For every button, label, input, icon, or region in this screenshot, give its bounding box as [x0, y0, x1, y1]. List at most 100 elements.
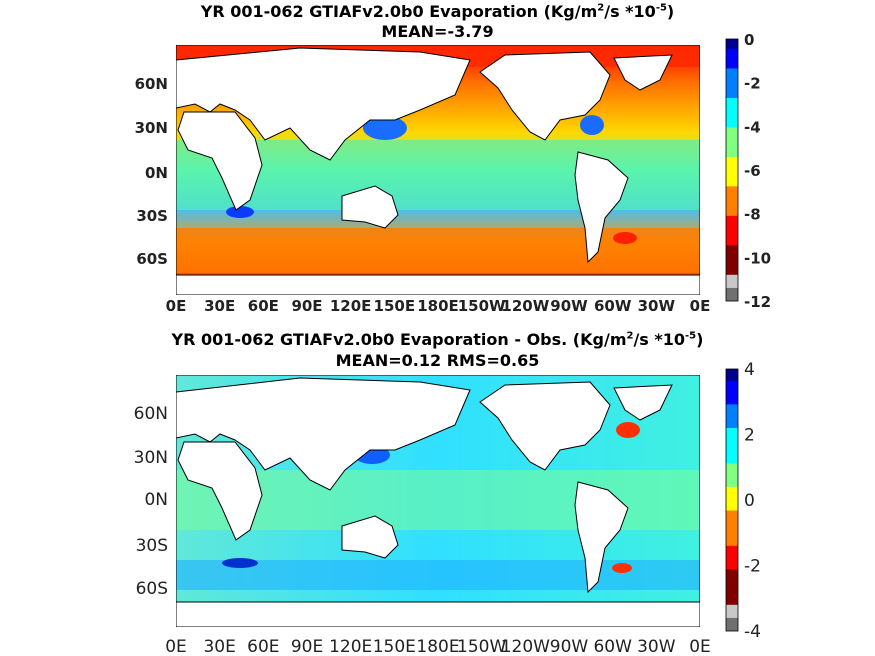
colorbar-segment — [726, 427, 738, 441]
colorbar-tick: 0 — [744, 31, 754, 49]
colorbar-tick: -6 — [744, 162, 761, 180]
map2-xtick: 60W — [593, 637, 632, 656]
colorbar-segment — [726, 48, 738, 60]
colorbar-tick: -12 — [744, 293, 771, 311]
map1-title-sup1: 2 — [597, 2, 605, 14]
map1-xtick: 120E — [330, 297, 372, 315]
map1-xtick: 180E — [417, 297, 459, 315]
colorbar-segment — [726, 166, 738, 178]
map2-title-mid: /s *10 — [633, 330, 686, 349]
map1-agulhas — [226, 206, 254, 218]
map1-xtick: 90E — [291, 297, 322, 315]
map2-xtick: 60E — [247, 637, 279, 656]
colorbar-gray-low — [726, 274, 738, 288]
map1-ytick: 0N — [145, 164, 168, 182]
colorbar-gray-lowest — [726, 287, 738, 301]
map2-ytick: 60S — [136, 579, 168, 599]
colorbar-segment — [726, 97, 738, 109]
colorbar-1: 0 -2 -4 -6 -8 -10 -12 — [725, 31, 771, 311]
colorbar-segment — [726, 369, 738, 382]
colorbar-segment — [726, 186, 738, 197]
map1-ytick: 60S — [136, 250, 168, 268]
map1-title-end: ) — [666, 2, 675, 21]
map1-land — [176, 47, 700, 295]
map2-title: YR 001-062 GTIAFv2.0b0 Evaporation - Obs… — [0, 330, 875, 349]
map2-xtick: 0E — [689, 637, 711, 656]
colorbar-tick: 0 — [744, 491, 755, 511]
colorbar-tick: -2 — [744, 557, 761, 577]
colorbar-tick: -4 — [744, 622, 761, 642]
map2-agulhas — [222, 558, 258, 568]
colorbar-segment — [726, 392, 738, 405]
colorbar-segment — [726, 581, 738, 594]
map2-gulfstream — [616, 422, 640, 438]
colorbar-segment — [726, 522, 738, 535]
colorbar-segment — [726, 534, 738, 547]
map1-title-mid: /s *10 — [604, 2, 656, 21]
colorbar-tick: 2 — [744, 426, 755, 446]
colorbar-frame — [725, 38, 739, 302]
colorbar-segment — [726, 78, 738, 89]
map1-xtick: 0E — [166, 297, 187, 315]
map1-xtick: 60W — [594, 297, 632, 315]
map1-xtick: 120W — [501, 297, 549, 315]
map2-xtick: 90E — [291, 637, 323, 656]
colorbar-segment — [726, 416, 738, 429]
colorbar-segment — [726, 557, 738, 570]
colorbar-segment — [726, 255, 738, 266]
map1-xtick: 150E — [374, 297, 416, 315]
colorbar-tick: -8 — [744, 206, 761, 224]
map2-xtick: 150E — [373, 637, 416, 656]
colorbar-segment — [726, 569, 738, 582]
map1-ytick: 60N — [135, 75, 168, 93]
map2-title-end: ) — [696, 330, 704, 349]
colorbar-segment — [726, 463, 738, 476]
map2-xtick: 30W — [637, 637, 676, 656]
colorbar-segment — [726, 451, 738, 464]
map1-gulfstream — [580, 115, 604, 135]
colorbar-segment — [726, 39, 738, 50]
map2-xtick: 150W — [457, 637, 506, 656]
map1 — [176, 45, 700, 295]
colorbar-gray-lowest — [726, 617, 738, 631]
colorbar-segment — [726, 475, 738, 488]
map1-title: YR 001-062 GTIAFv2.0b0 Evaporation (Kg/m… — [0, 2, 875, 21]
colorbar-segment — [726, 88, 738, 99]
map2-xtick: 120W — [501, 637, 550, 656]
colorbar-segment — [726, 176, 738, 187]
map2-title-sup2: -5 — [685, 330, 697, 342]
map1-kuroshio — [363, 116, 407, 140]
colorbar-segment — [726, 68, 738, 79]
colorbar-tick: -10 — [744, 249, 771, 267]
map1-southern-band — [176, 228, 700, 273]
colorbar-tick: -2 — [744, 75, 761, 93]
colorbar-segment — [726, 58, 738, 69]
colorbar-segment — [726, 510, 738, 523]
colorbar-segment — [726, 127, 738, 138]
map1-ytick: 30S — [136, 207, 168, 225]
map2-ytick: 30N — [134, 448, 168, 468]
colorbar-segment — [726, 593, 738, 606]
map1-ytick: 30N — [135, 119, 168, 137]
map2-ytick: 30S — [136, 536, 168, 556]
map1-xtick: 30E — [204, 297, 235, 315]
map2-land — [176, 377, 700, 627]
colorbar-segment — [726, 498, 738, 511]
map1-title-sup2: -5 — [655, 2, 667, 14]
colorbar-gray-low — [726, 604, 738, 618]
map2-ytick: 0N — [144, 490, 168, 510]
map2-title-main: YR 001-062 GTIAFv2.0b0 Evaporation - Obs… — [171, 330, 627, 349]
map2-xtick: 0E — [165, 637, 187, 656]
map1-xtick: 150W — [458, 297, 506, 315]
map1-xtick: 30W — [638, 297, 676, 315]
map2-xtick: 30E — [203, 637, 235, 656]
colorbar-segment — [726, 156, 738, 168]
map1-brazil — [613, 232, 637, 244]
colorbar-segment — [726, 137, 738, 148]
colorbar-segment — [726, 264, 738, 276]
colorbar-segment — [726, 235, 738, 246]
map2 — [176, 375, 700, 627]
colorbar-segment — [726, 380, 738, 394]
